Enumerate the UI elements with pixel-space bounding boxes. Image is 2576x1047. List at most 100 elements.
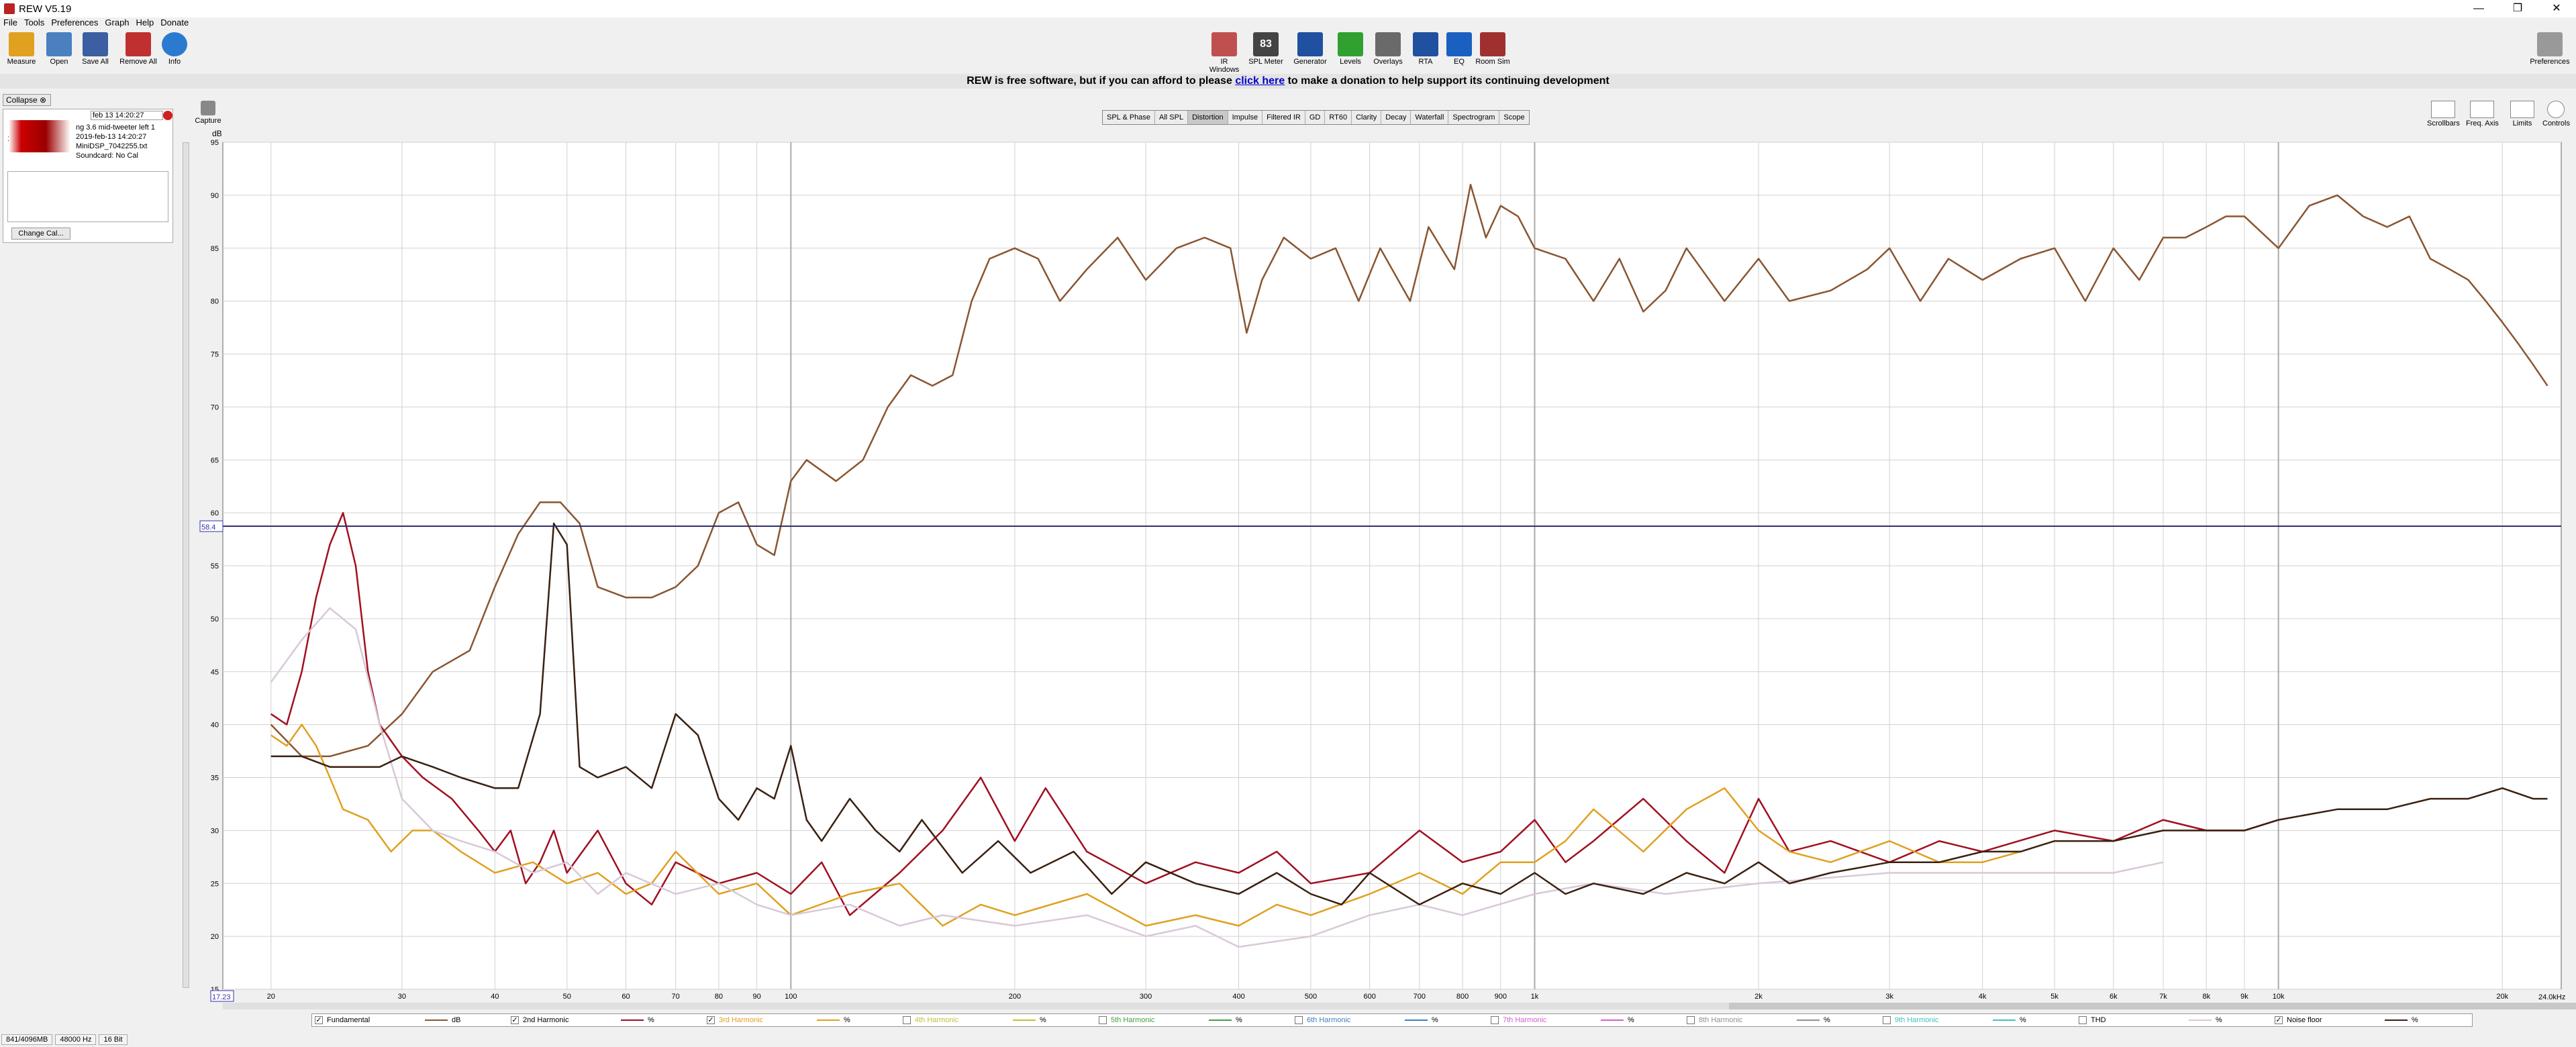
legend-checkbox[interactable] bbox=[1099, 1016, 1107, 1024]
donation-banner: REW is free software, but if you can aff… bbox=[0, 74, 2576, 89]
legend-checkbox[interactable]: ✓ bbox=[511, 1016, 519, 1024]
controls-icon bbox=[2547, 101, 2565, 118]
tab-clarity[interactable]: Clarity bbox=[1352, 111, 1382, 124]
tab-rt60[interactable]: RT60 bbox=[1325, 111, 1352, 124]
tab-waterfall[interactable]: Waterfall bbox=[1411, 111, 1449, 124]
menu-graph[interactable]: Graph bbox=[105, 17, 130, 28]
series-group bbox=[270, 183, 2548, 948]
legend-checkbox[interactable] bbox=[1687, 1016, 1695, 1024]
legend-checkbox[interactable] bbox=[1491, 1016, 1499, 1024]
donation-link[interactable]: click here bbox=[1235, 75, 1285, 87]
remove-all-button[interactable]: Remove All bbox=[119, 32, 157, 66]
levels-icon bbox=[1338, 32, 1363, 56]
legend-swatch bbox=[1797, 1019, 1820, 1021]
tab-impulse[interactable]: Impulse bbox=[1228, 111, 1263, 124]
y-tick-label: 95 bbox=[211, 139, 219, 147]
close-window-button[interactable]: ✕ bbox=[2552, 3, 2561, 14]
menu-tools[interactable]: Tools bbox=[23, 17, 45, 28]
capture-button[interactable]: Capture bbox=[193, 101, 223, 125]
y-tick-label: 80 bbox=[211, 298, 219, 306]
tab-scope[interactable]: Scope bbox=[1499, 111, 1529, 124]
eq-button[interactable]: EQ bbox=[1440, 32, 1478, 66]
tab-all-spl[interactable]: All SPL bbox=[1155, 111, 1189, 124]
remove-measurement-icon[interactable] bbox=[163, 111, 172, 120]
camera-icon bbox=[201, 101, 215, 115]
menu-preferences[interactable]: Preferences bbox=[51, 17, 99, 28]
x-tick-label: 300 bbox=[1140, 993, 1152, 1001]
legend-swatch bbox=[1405, 1019, 1428, 1021]
x-left-value-box bbox=[210, 990, 234, 1002]
vertical-scrollbar[interactable] bbox=[183, 142, 189, 988]
tab-decay[interactable]: Decay bbox=[1381, 111, 1411, 124]
cursor-level-box bbox=[199, 520, 224, 532]
controls-button[interactable]: Controls bbox=[2542, 101, 2570, 128]
app-icon bbox=[4, 3, 15, 14]
donation-text-prefix: REW is free software, but if you can aff… bbox=[967, 75, 1236, 87]
legend-checkbox[interactable] bbox=[2079, 1016, 2087, 1024]
legend-swatch bbox=[425, 1019, 448, 1021]
room-sim-button[interactable]: Room Sim bbox=[1474, 32, 1512, 66]
scrollbars-button[interactable]: Scrollbars bbox=[2427, 101, 2460, 128]
legend-item-8th-harmonic: 8th Harmonic% bbox=[1684, 1014, 1880, 1026]
y-tick-label: 30 bbox=[211, 827, 219, 835]
measurement-notes[interactable] bbox=[7, 171, 168, 222]
y-tick-label: 65 bbox=[211, 456, 219, 464]
donation-text-suffix: to make a donation to help support its c… bbox=[1285, 75, 1609, 87]
x-tick-label: 6k bbox=[2110, 993, 2118, 1001]
ir-windows-button[interactable]: IR Windows bbox=[1205, 32, 1243, 74]
x-tick-label: 3k bbox=[1885, 993, 1893, 1001]
legend-checkbox[interactable]: ✓ bbox=[2275, 1016, 2283, 1024]
preferences-button[interactable]: Preferences bbox=[2526, 32, 2573, 66]
tab-spectrogram[interactable]: Spectrogram bbox=[1448, 111, 1500, 124]
x-tick-label: 20 bbox=[267, 993, 275, 1001]
levels-button[interactable]: Levels bbox=[1332, 32, 1369, 66]
legend-checkbox[interactable] bbox=[903, 1016, 911, 1024]
legend-item-fundamental: ✓ Fundamental dB bbox=[315, 1016, 461, 1024]
legend-checkbox[interactable]: ✓ bbox=[707, 1016, 715, 1024]
tab-gd[interactable]: GD bbox=[1305, 111, 1326, 124]
horizontal-scrollbar[interactable] bbox=[223, 1003, 2576, 1009]
legend-checkbox[interactable]: ✓ bbox=[315, 1016, 323, 1024]
info-icon bbox=[162, 32, 187, 56]
tab-distortion[interactable]: Distortion bbox=[1188, 111, 1228, 124]
measure-button[interactable]: Measure bbox=[3, 32, 40, 66]
series-line-noise-floor bbox=[270, 522, 2548, 906]
x-tick-label: 80 bbox=[715, 993, 723, 1001]
overlays-icon bbox=[1375, 32, 1401, 56]
legend-swatch bbox=[1601, 1019, 1624, 1021]
rta-icon bbox=[1413, 32, 1438, 56]
x-tick-label: 9k bbox=[2240, 993, 2248, 1001]
menu-help[interactable]: Help bbox=[136, 17, 154, 28]
spl-meter-button[interactable]: 83 SPL Meter bbox=[1247, 32, 1285, 66]
tab-filtered-ir[interactable]: Filtered IR bbox=[1262, 111, 1305, 124]
info-button[interactable]: Info bbox=[156, 32, 193, 66]
rta-button[interactable]: RTA bbox=[1407, 32, 1444, 66]
generator-button[interactable]: Generator bbox=[1291, 32, 1329, 66]
change-cal-button[interactable]: Change Cal... bbox=[11, 228, 70, 240]
x-axis: 20 30 40 50 60 70 80 90 100 200 300 400 500 600 700 800… bbox=[267, 993, 2509, 1001]
tab-spl-phase[interactable]: SPL & Phase bbox=[1103, 111, 1156, 124]
collapse-button[interactable]: Collapse ⊗ bbox=[3, 94, 51, 106]
measurement-name-field[interactable]: feb 13 14:20:27 bbox=[91, 111, 163, 120]
legend-checkbox[interactable] bbox=[1883, 1016, 1891, 1024]
legend-item-9th-harmonic: 9th Harmonic% bbox=[1880, 1014, 2076, 1026]
room-sim-icon bbox=[1480, 32, 1505, 56]
legend-swatch bbox=[1013, 1019, 1036, 1021]
limits-button[interactable]: Limits bbox=[2510, 101, 2534, 128]
x-tick-label: 1k bbox=[1531, 993, 1539, 1001]
overlays-button[interactable]: Overlays bbox=[1369, 32, 1407, 66]
measurement-card[interactable]: 1 feb 13 14:20:27 ng 3.6 mid-tweeter lef… bbox=[3, 109, 173, 243]
maximize-button[interactable]: ❐ bbox=[2512, 3, 2523, 14]
minimize-button[interactable]: — bbox=[2473, 3, 2484, 14]
x-tick-label: 600 bbox=[1363, 993, 1375, 1001]
freq-axis-button[interactable]: Freq. Axis bbox=[2466, 101, 2499, 128]
legend-checkbox[interactable] bbox=[1295, 1016, 1303, 1024]
legend-item-thd: THD% bbox=[2076, 1014, 2272, 1026]
y-tick-label: 35 bbox=[211, 775, 219, 783]
horizontal-scroll-thumb[interactable] bbox=[1729, 1003, 2576, 1009]
open-button[interactable]: Open bbox=[40, 32, 78, 66]
menu-donate[interactable]: Donate bbox=[160, 17, 189, 28]
save-all-button[interactable]: Save All bbox=[77, 32, 114, 66]
menu-file[interactable]: File bbox=[3, 17, 17, 28]
